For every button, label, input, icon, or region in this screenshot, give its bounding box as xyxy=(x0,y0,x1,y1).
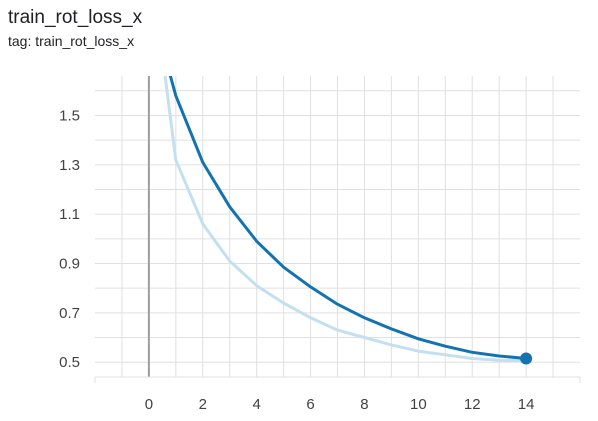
y-tick-label: 1.3 xyxy=(59,157,80,174)
x-tick-label: 6 xyxy=(306,396,314,413)
x-tick-label: 10 xyxy=(410,396,427,413)
series-lines xyxy=(163,76,528,363)
smoothed-series-line xyxy=(168,76,528,360)
x-tick-labels: 0 2 4 6 8 10 12 14 xyxy=(145,396,535,413)
last-point-markers xyxy=(520,352,533,365)
x-tick-label: 12 xyxy=(464,396,481,413)
y-tick-label: 1.5 xyxy=(59,107,80,124)
last-point-marker[interactable] xyxy=(520,352,533,365)
raw-series-line xyxy=(163,76,528,363)
x-tick-label: 0 xyxy=(145,396,153,413)
chart-card-header: train_rot_loss_x tag: train_rot_loss_x xyxy=(8,6,142,50)
y-tick-label: 1.1 xyxy=(59,206,80,223)
chart-title: train_rot_loss_x xyxy=(8,7,143,28)
grid-lines xyxy=(95,76,580,377)
y-tick-labels: 0.5 0.7 0.9 1.1 1.3 1.5 xyxy=(59,107,80,371)
y-tick-label: 0.9 xyxy=(59,256,80,273)
x-tick-label: 4 xyxy=(252,396,260,413)
chart-tag: tag: train_rot_loss_x xyxy=(8,33,135,49)
y-tick-label: 0.7 xyxy=(59,305,80,322)
x-tick-label: 14 xyxy=(518,396,535,413)
x-tick-label: 2 xyxy=(199,396,207,413)
x-tick-label: 8 xyxy=(360,396,368,413)
axes xyxy=(94,76,581,383)
y-tick-label: 0.5 xyxy=(59,354,80,371)
